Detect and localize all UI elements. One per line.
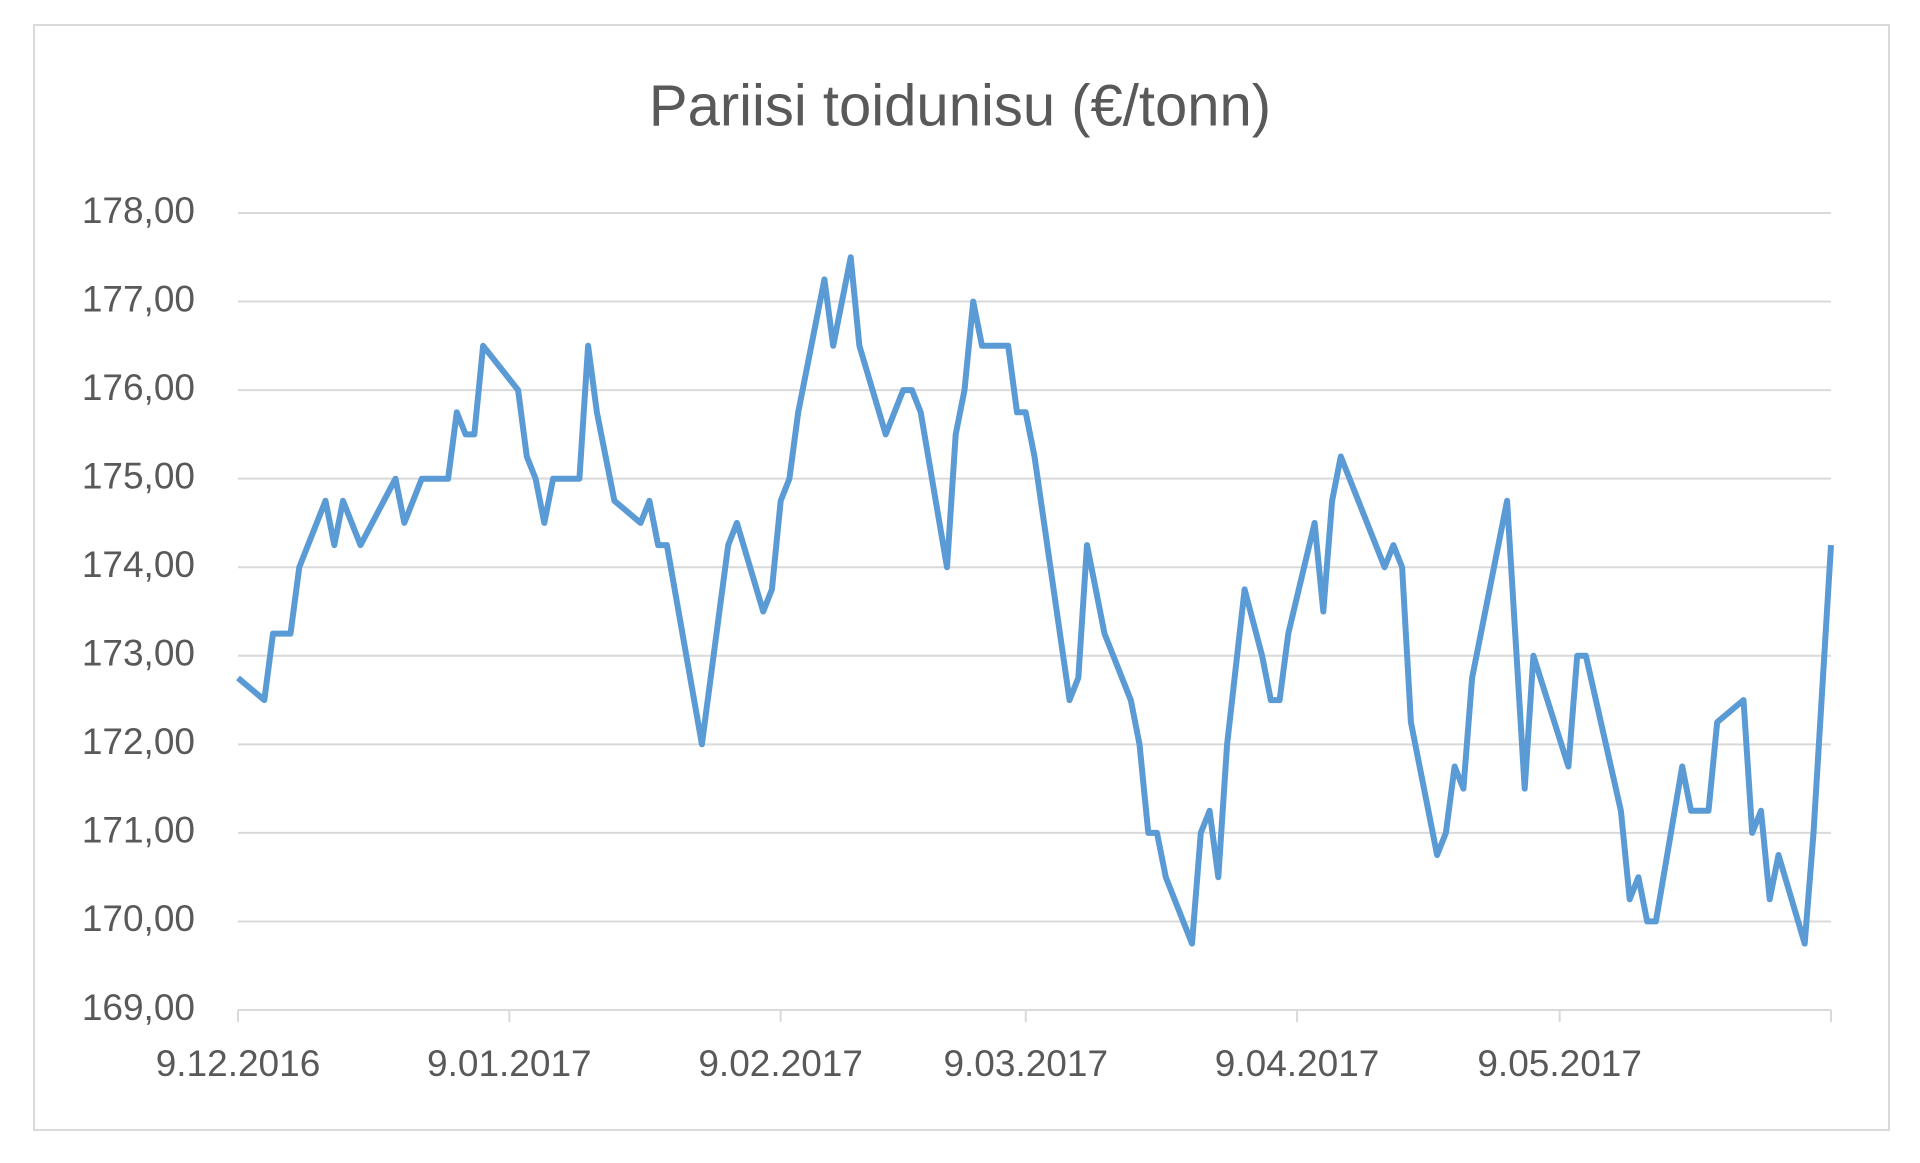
x-tick-label: 9.03.2017 — [943, 1043, 1108, 1084]
y-tick-label: 170,00 — [82, 898, 195, 939]
chart-title: Pariisi toidunisu (€/tonn) — [649, 73, 1271, 138]
y-tick-label: 171,00 — [82, 810, 195, 851]
y-tick-label: 175,00 — [82, 455, 195, 496]
y-tick-label: 169,00 — [82, 987, 195, 1028]
x-tick-label: 9.04.2017 — [1215, 1043, 1380, 1084]
x-tick-label: 9.12.2016 — [156, 1043, 321, 1084]
x-tick-label: 9.05.2017 — [1477, 1043, 1642, 1084]
y-tick-label: 177,00 — [82, 278, 195, 319]
x-tick-label: 9.01.2017 — [427, 1043, 592, 1084]
y-tick-label: 173,00 — [82, 633, 195, 674]
y-tick-label: 178,00 — [82, 190, 195, 231]
x-tick-label: 9.02.2017 — [698, 1043, 863, 1084]
y-tick-label: 172,00 — [82, 721, 195, 762]
chart-frame — [33, 24, 1890, 1131]
y-tick-label: 176,00 — [82, 367, 195, 408]
y-tick-label: 174,00 — [82, 544, 195, 585]
data-line — [236, 254, 1834, 947]
